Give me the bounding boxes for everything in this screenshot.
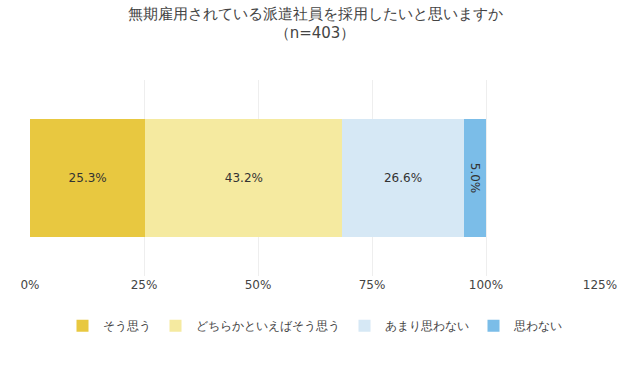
svg-text:43.2%: 43.2% (225, 171, 263, 185)
svg-text:あまり思わない: あまり思わない (385, 319, 469, 333)
svg-text:無期雇用されている派遣社員を採用したいと思いますか（n=40: 無期雇用されている派遣社員を採用したいと思いますか（n=403） (128, 5, 503, 43)
svg-text:思わない: 思わない (513, 319, 562, 333)
svg-text:26.6%: 26.6% (384, 171, 422, 185)
svg-text:50%: 50% (245, 278, 272, 292)
svg-text:100%: 100% (469, 278, 503, 292)
svg-text:0%: 0% (20, 278, 39, 292)
svg-text:75%: 75% (359, 278, 386, 292)
svg-text:どちらかといえばそう思う: どちらかといえばそう思う (196, 319, 340, 333)
svg-text:25.3%: 25.3% (69, 171, 107, 185)
svg-text:そう思う: そう思う (103, 319, 151, 333)
svg-text:125%: 125% (583, 278, 617, 292)
svg-text:25%: 25% (131, 278, 158, 292)
svg-text:5.0%: 5.0% (468, 163, 482, 194)
